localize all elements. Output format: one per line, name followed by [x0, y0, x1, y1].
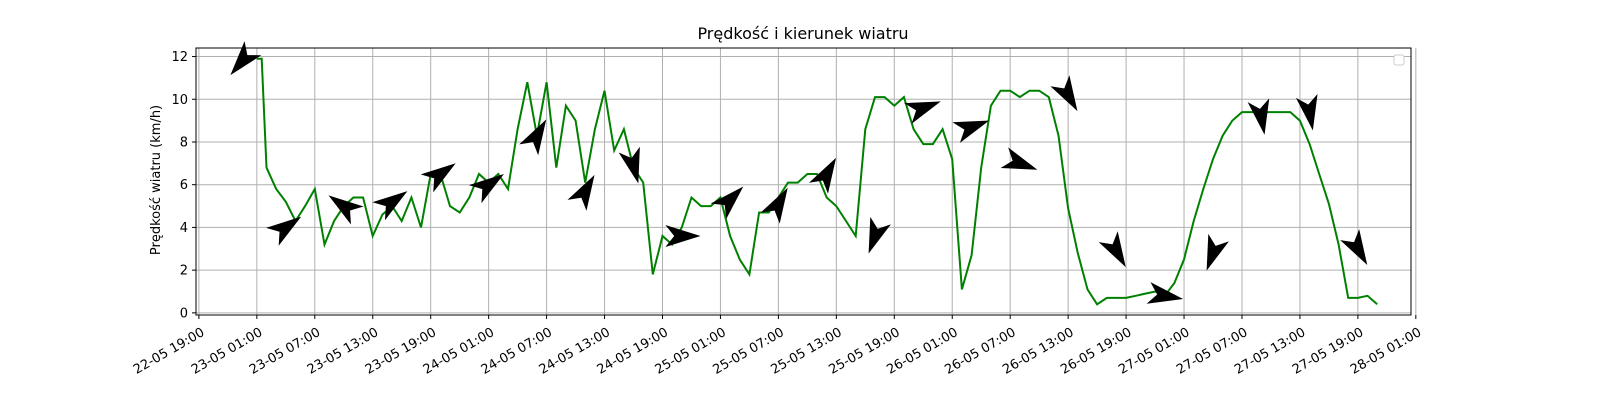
- wind-arrow: [1050, 75, 1078, 112]
- wind-arrow: [952, 120, 990, 143]
- wind-arrow: [420, 163, 456, 193]
- wind-arrow: [618, 146, 640, 184]
- wind-arrow: [1295, 94, 1318, 131]
- wind-arrow: [808, 157, 837, 194]
- wind-arrow: [665, 225, 701, 247]
- wind-arrow: [328, 195, 364, 225]
- wind-arrow: [372, 191, 408, 221]
- y-tick-label: 6: [180, 178, 188, 193]
- y-tick-label: 4: [180, 221, 188, 236]
- wind-arrow: [1098, 231, 1126, 268]
- wind-arrow: [1340, 229, 1368, 265]
- wind-arrow: [567, 174, 595, 211]
- wind-arrow: [519, 119, 547, 156]
- wind-arrow: [230, 41, 262, 76]
- wind-arrow: [1206, 233, 1229, 271]
- wind-arrow: [760, 187, 788, 224]
- wind-arrow: [1247, 98, 1270, 135]
- wind-arrow: [468, 173, 504, 204]
- y-tick-label: 0: [180, 306, 188, 321]
- wind-arrow: [266, 216, 302, 246]
- legend-box: [1393, 54, 1405, 66]
- y-tick-label: 2: [180, 264, 188, 279]
- plot-frame: [195, 47, 1412, 316]
- wind-arrow: [904, 101, 941, 124]
- wind-arrow: [1146, 282, 1184, 304]
- grid: [196, 48, 1417, 315]
- chart-title: Prędkość i kierunek wiatru: [697, 24, 908, 43]
- wind-direction-arrows: [230, 41, 1368, 304]
- y-tick-label: 12: [171, 50, 188, 65]
- wind-arrow: [1000, 147, 1038, 170]
- y-axis-label: Prędkość wiatru (km/h): [149, 105, 164, 255]
- y-tick-label: 8: [180, 135, 188, 150]
- y-tick-label: 10: [171, 93, 188, 108]
- wind-arrow: [710, 186, 744, 220]
- wind-arrow: [868, 216, 891, 254]
